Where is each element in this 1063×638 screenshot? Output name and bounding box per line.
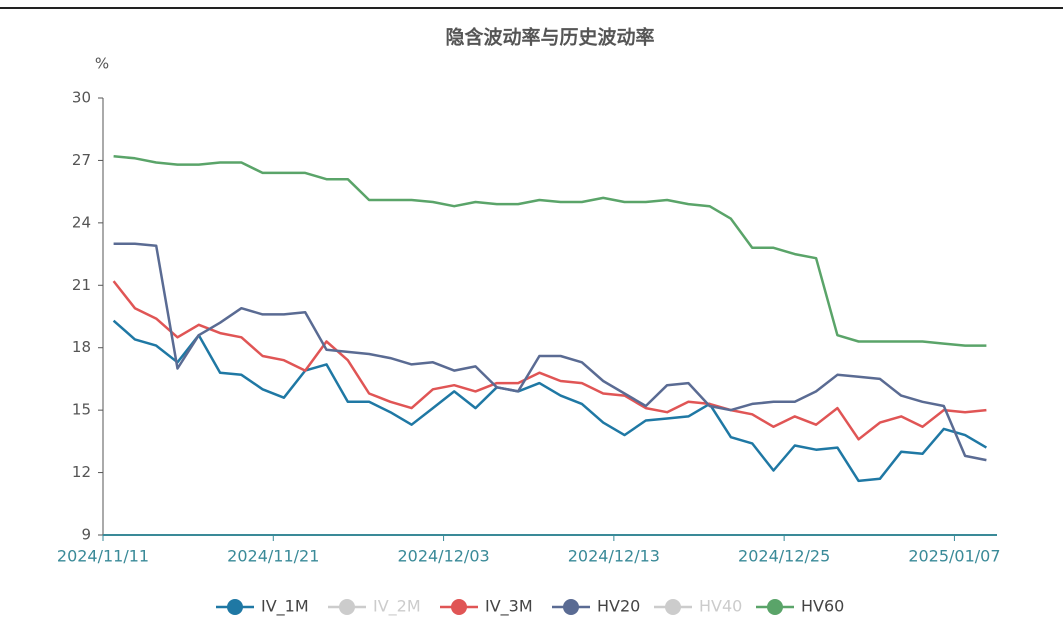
y-tick-label: 15 bbox=[72, 401, 91, 419]
x-tick-label: 2024/12/03 bbox=[397, 547, 489, 566]
legend-item[interactable]: IV_3M bbox=[440, 597, 533, 617]
legend-label: IV_2M bbox=[373, 597, 421, 617]
x-tick-label: 2024/11/21 bbox=[227, 547, 319, 566]
series-line bbox=[113, 242, 987, 462]
legend-item[interactable]: IV_2M bbox=[328, 597, 421, 617]
legend-icon bbox=[339, 599, 355, 615]
legend-label: HV20 bbox=[597, 597, 640, 616]
y-tick-label: 27 bbox=[72, 151, 91, 169]
chart-title: 隐含波动率与历史波动率 bbox=[445, 26, 654, 49]
x-tick-label: 2025/01/07 bbox=[908, 547, 1000, 566]
y-tick-label: 12 bbox=[72, 463, 91, 481]
legend-item[interactable]: IV_1M bbox=[216, 597, 309, 617]
y-tick-label: 18 bbox=[72, 338, 91, 356]
series-line bbox=[112, 319, 988, 483]
x-tick-label: 2024/11/11 bbox=[57, 547, 149, 566]
legend-item[interactable]: HV60 bbox=[756, 597, 844, 616]
legend-icon bbox=[451, 599, 467, 615]
y-unit: % bbox=[95, 55, 109, 73]
x-tick-label: 2024/12/13 bbox=[568, 547, 660, 566]
legend-item[interactable]: HV40 bbox=[654, 597, 742, 616]
legend-icon bbox=[563, 599, 579, 615]
series-line bbox=[112, 280, 987, 441]
legend-label: IV_1M bbox=[261, 597, 309, 617]
legend-icon bbox=[227, 599, 243, 615]
y-tick-label: 9 bbox=[81, 526, 91, 544]
legend-label: HV60 bbox=[801, 597, 844, 616]
legend-icon bbox=[767, 599, 783, 615]
y-tick-label: 30 bbox=[72, 89, 91, 107]
legend-icon bbox=[665, 599, 681, 615]
legend-label: IV_3M bbox=[485, 597, 533, 617]
series-line bbox=[113, 155, 987, 347]
legend-item[interactable]: HV20 bbox=[552, 597, 640, 616]
y-tick-label: 21 bbox=[72, 276, 91, 294]
x-tick-label: 2024/12/25 bbox=[738, 547, 830, 566]
legend-label: HV40 bbox=[699, 597, 742, 616]
y-tick-label: 24 bbox=[72, 213, 91, 231]
